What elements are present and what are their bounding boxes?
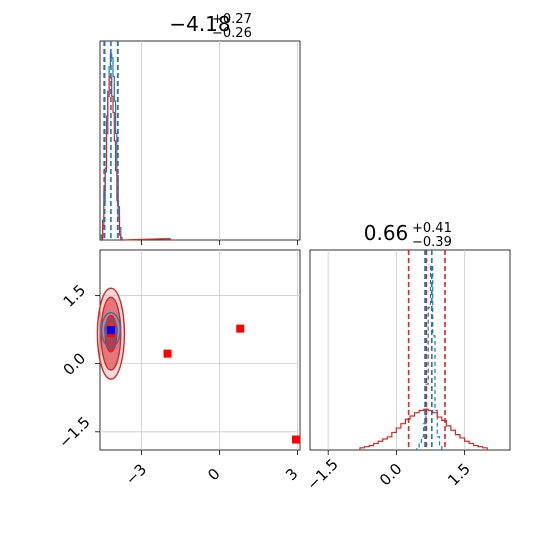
joint-red-point-2 bbox=[236, 324, 245, 333]
joint-red-point-1 bbox=[163, 349, 172, 358]
marginal-y-tick-label-0: −1.5 bbox=[303, 455, 341, 493]
joint-blue-contour-1 bbox=[100, 312, 121, 348]
marginal-y-hist-series-0 bbox=[414, 265, 445, 451]
marginal-y-title-sub: −0.39 bbox=[412, 235, 452, 250]
joint-blue-point-0 bbox=[106, 326, 115, 334]
marginal-x-panel bbox=[100, 41, 298, 245]
joint-panel: −3 0 3 −1.5 0.0 1.5 bbox=[55, 250, 302, 489]
marginal-y-frame bbox=[309, 249, 511, 451]
joint-ytick-label-0: −1.5 bbox=[55, 413, 93, 451]
joint-xtick-label-1: 0 bbox=[204, 465, 223, 484]
marginal-y-tick-label-1: 0.0 bbox=[376, 460, 406, 490]
joint-xtick-label-2: 3 bbox=[282, 465, 301, 484]
marginal-y-tick-label-2: 1.5 bbox=[444, 460, 474, 490]
joint-ytick-label-2: 1.5 bbox=[60, 281, 90, 311]
marginal-y-title-sup: +0.41 bbox=[412, 221, 452, 236]
joint-ytick-label-1: 0.0 bbox=[60, 349, 90, 379]
marginal-x-title-sub: −0.26 bbox=[212, 26, 252, 41]
marginal-y-hist-series-1 bbox=[359, 408, 488, 450]
marginal-x-frame bbox=[99, 40, 301, 241]
marginal-x-title: −4.18 bbox=[169, 12, 230, 36]
joint-xtick-label-0: −3 bbox=[122, 460, 150, 488]
marginal-x-title-sup: +0.27 bbox=[212, 12, 252, 27]
joint-red-point-3 bbox=[292, 435, 300, 444]
joint-blue-contour-0 bbox=[103, 318, 118, 342]
marginal-x-title-value: −4.18 bbox=[169, 12, 230, 36]
marginal-y-panel: −1.5 0.0 1.5 bbox=[303, 250, 488, 494]
marginal-y-title-value: 0.66 bbox=[364, 221, 409, 245]
joint-frame bbox=[99, 249, 301, 451]
